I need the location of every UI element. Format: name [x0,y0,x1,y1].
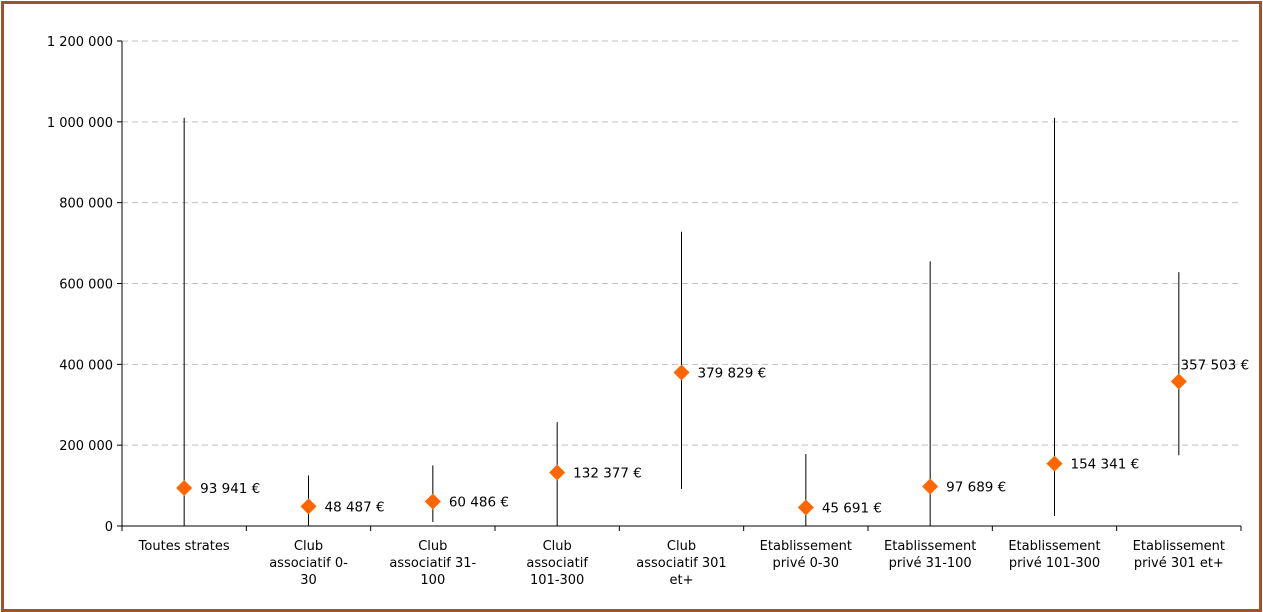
data-label: 357 503 € [1180,358,1249,374]
mean-marker [176,480,193,497]
data-label: 60 486 € [449,495,509,511]
x-tick-label: Etablissement privé 0-30 [760,539,852,571]
mean-marker [1170,373,1187,390]
x-tick-label: Club associatif 0-30 [269,539,348,588]
mean-marker [673,364,690,381]
y-tick-label: 400 000 [59,358,113,373]
data-label: 48 487 € [325,499,385,515]
y-tick-label: 200 000 [59,439,113,454]
mean-marker [424,493,441,510]
y-tick-label: 600 000 [59,278,113,293]
y-tick-label: 1 000 000 [47,116,113,131]
y-axis: 0 200 000 400 000 600 000 800 000 1 000 000 1 … [47,35,123,535]
series-marks: 93 941 € 48 487 € 60 486 € 132 377 € 379 829… [176,117,1249,526]
data-label: 45 691 € [822,501,882,517]
mean-marker [549,464,566,481]
mean-marker [922,478,939,495]
y-tick-label: 800 000 [59,197,113,212]
x-tick-label: Etablissement privé 101-300 [1008,539,1100,571]
x-tick-label: Toutes strates [138,539,230,554]
x-tick-label: Etablissement privé 301 et+ [1133,539,1225,571]
mean-marker [797,499,814,516]
x-tick-label: Club associatif 101-300 [526,539,588,588]
mean-marker [1046,455,1063,472]
x-tick-label: Club associatif 31-100 [389,539,476,588]
data-label: 97 689 € [946,480,1006,496]
y-tick-label: 1 200 000 [47,35,113,50]
x-axis: Toutes strates Club associatif 0-30 Club ass… [121,525,1242,588]
data-label: 132 377 € [573,465,642,481]
x-tick-label: Etablissement privé 31-100 [884,539,976,571]
x-tick-label: Club associatif 301 et+ [636,539,726,588]
high-low-chart: 0 200 000 400 000 600 000 800 000 1 000 000 1 … [47,35,1249,588]
data-label: 154 341 € [1071,457,1140,473]
data-label: 379 829 € [698,365,767,381]
mean-marker [300,498,317,515]
y-tick-label: 0 [105,520,113,535]
data-label: 93 941 € [200,481,260,497]
